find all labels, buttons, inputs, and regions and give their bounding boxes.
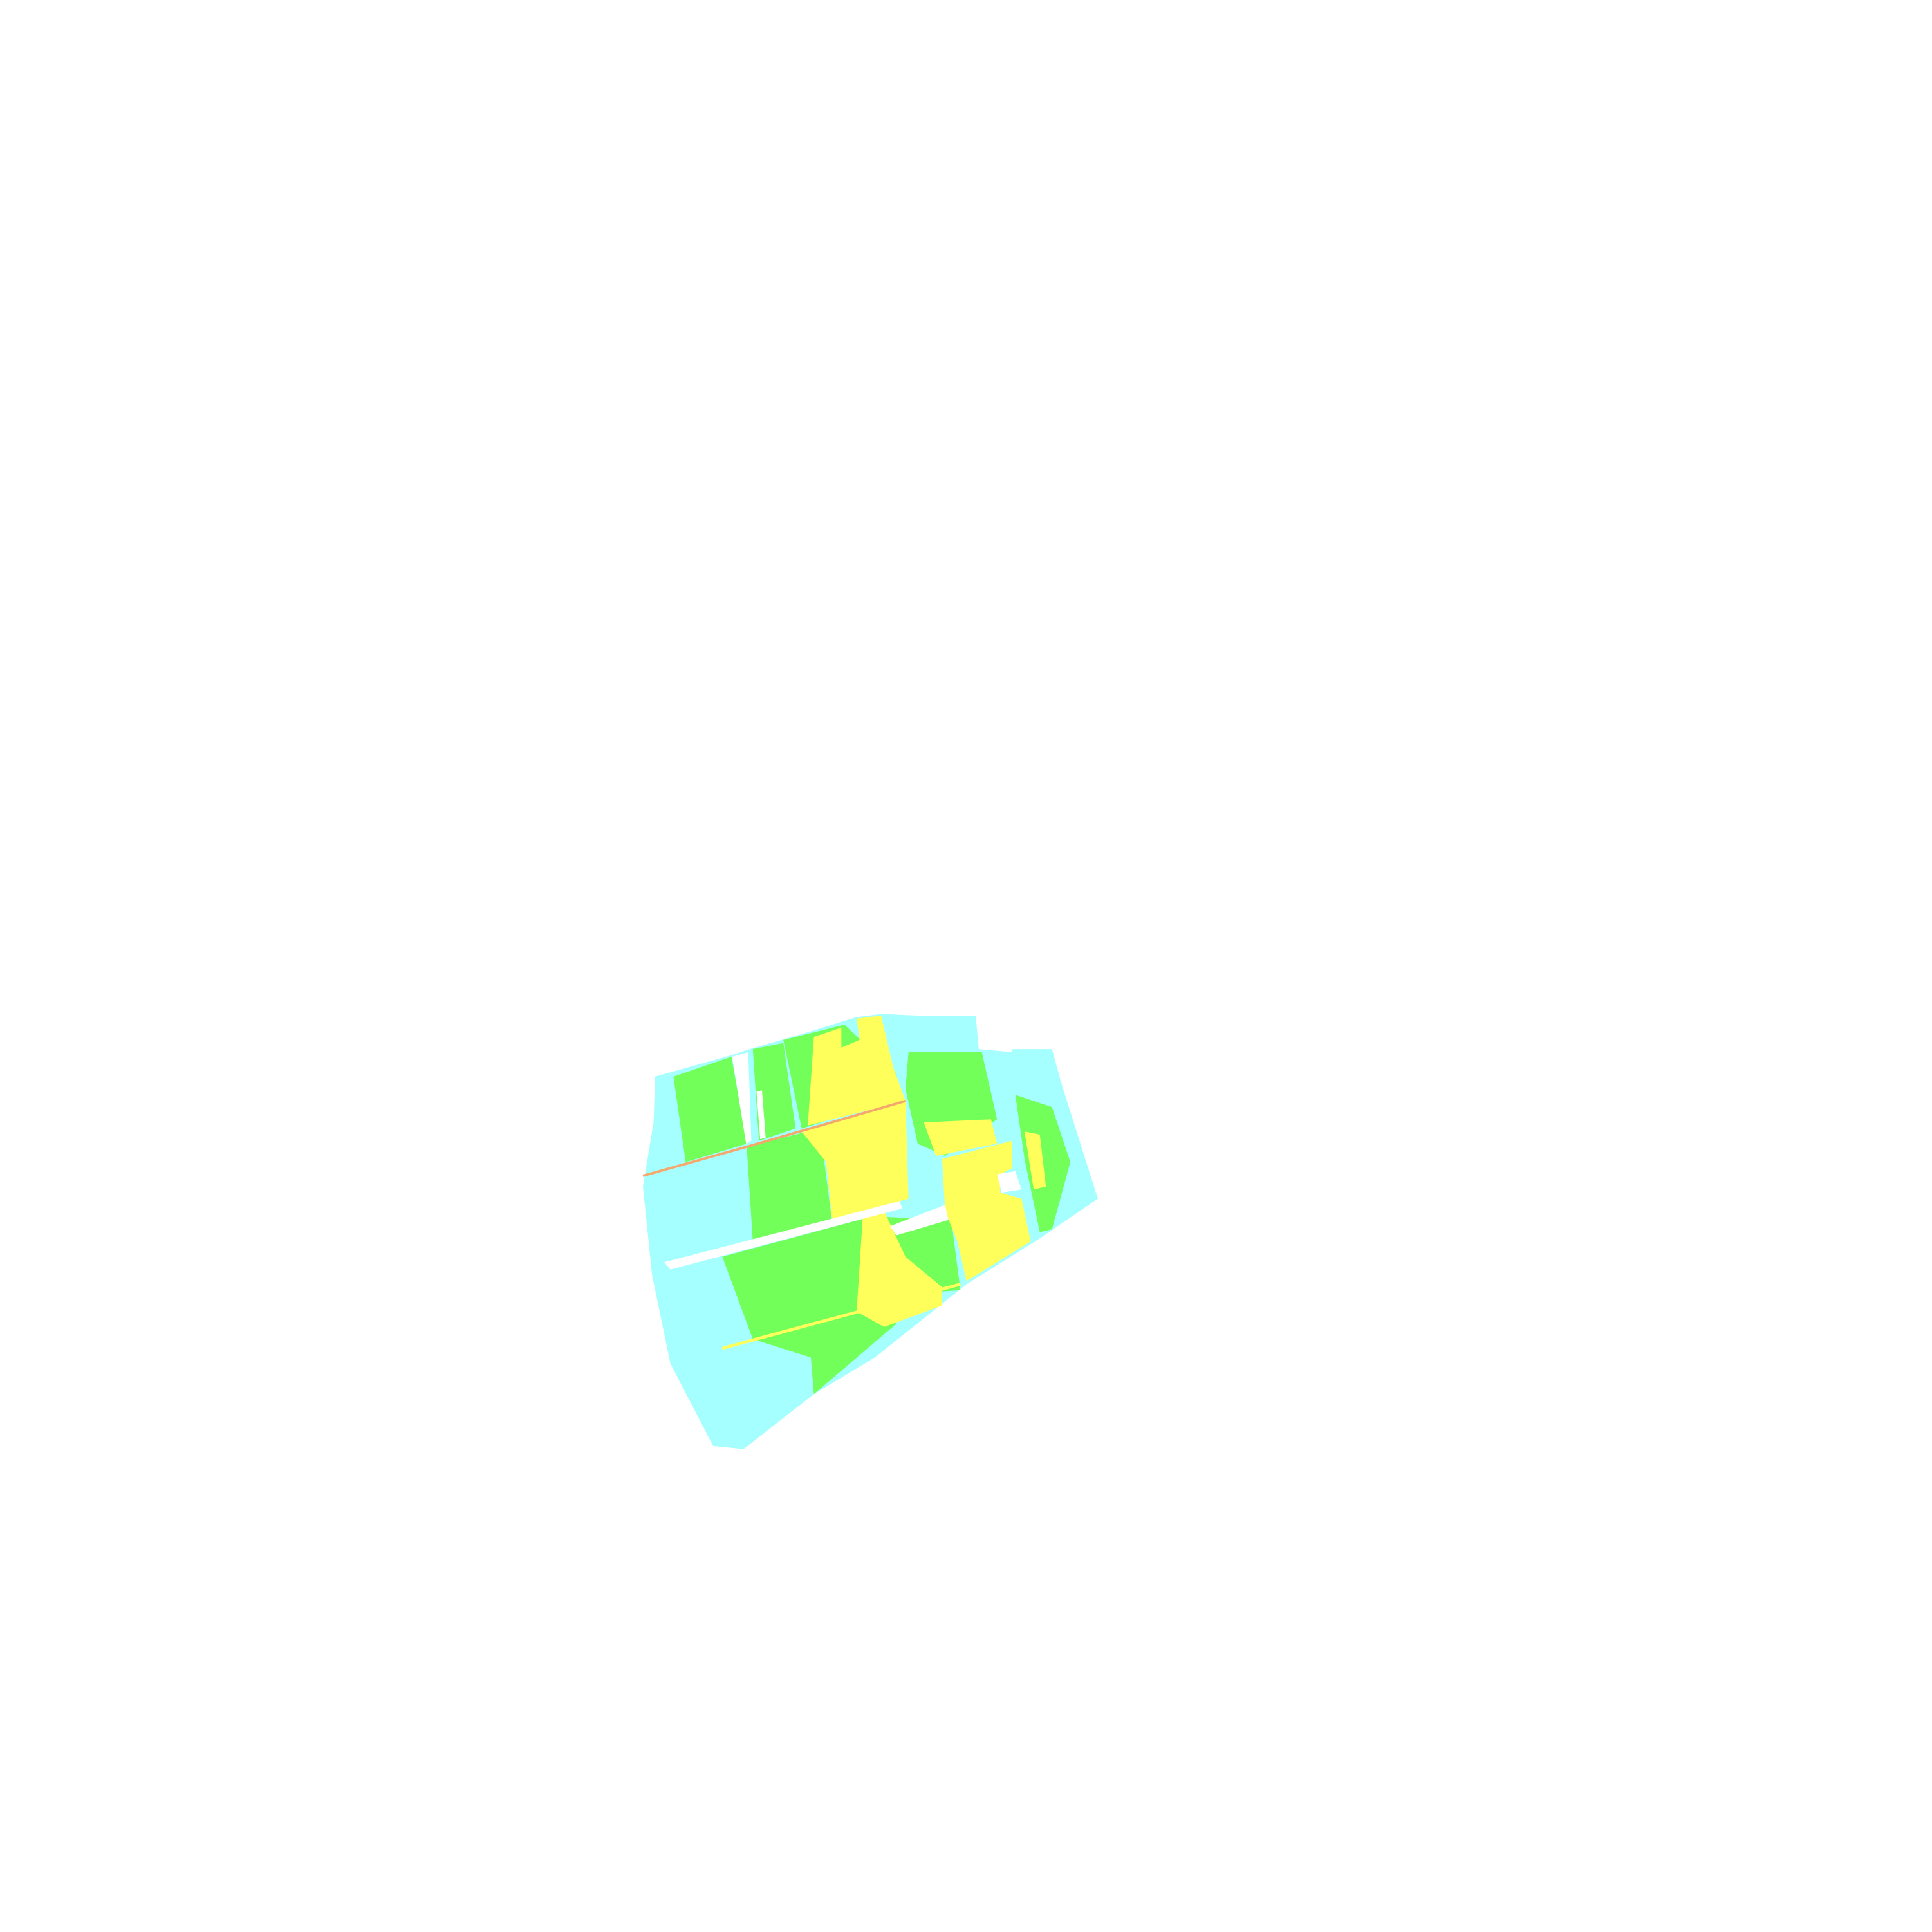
class-region-yellow — [808, 1015, 906, 1126]
class-region-yellow — [924, 1119, 998, 1156]
class-region-yellow — [801, 1101, 909, 1220]
class-region-yellow — [942, 1140, 1031, 1281]
class-region-green — [673, 1056, 747, 1162]
gap — [997, 1171, 1022, 1193]
gap — [890, 1205, 949, 1236]
class-edge-orange — [642, 1099, 906, 1177]
class-edge-yellow — [721, 1283, 961, 1350]
class-region-green — [722, 1214, 884, 1339]
gap — [756, 1090, 766, 1140]
class-region-yellow — [857, 1211, 942, 1327]
class-region-yellow — [1024, 1131, 1046, 1190]
gap — [732, 1052, 752, 1144]
class-region-green — [752, 1312, 896, 1395]
gap — [664, 1201, 903, 1270]
class-region-green — [747, 1128, 833, 1242]
gap — [978, 1015, 1012, 1052]
